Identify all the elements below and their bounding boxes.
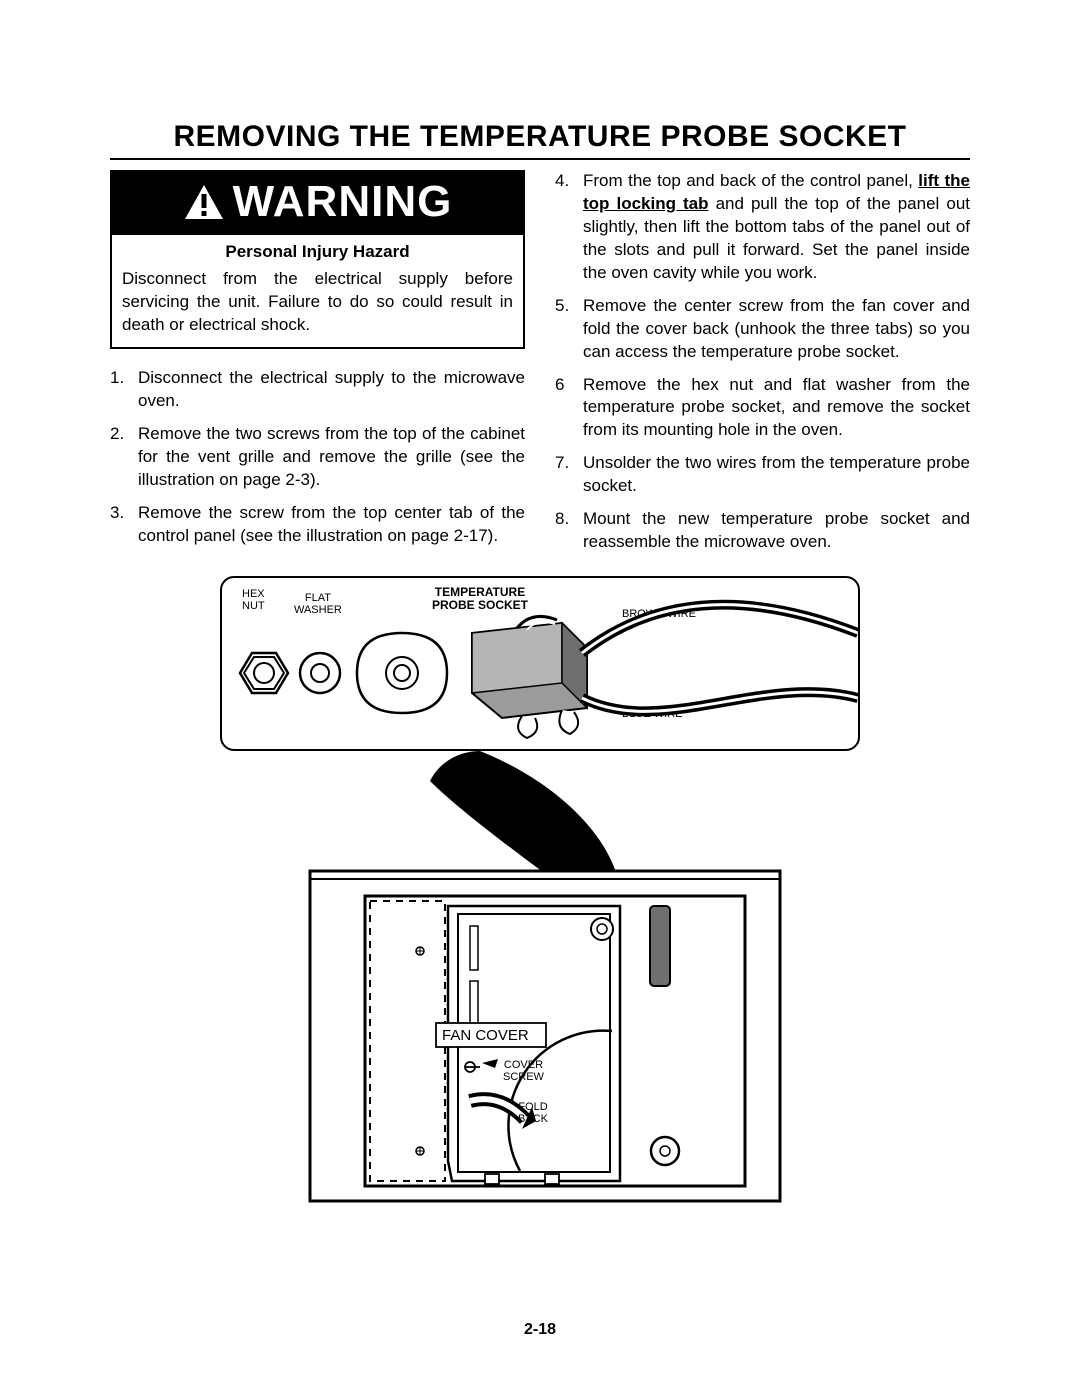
step-text: Remove the hex nut and flat washer from … [583,374,970,443]
step-text: Disconnect the electrical supply to the … [138,367,525,413]
step-number: 3. [110,502,138,548]
warning-body: Personal Injury Hazard Disconnect from t… [112,235,523,347]
two-column-layout: WARNING Personal Injury Hazard Disconnec… [110,170,970,564]
step-item: 3.Remove the screw from the top center t… [110,502,525,548]
step-text: From the top and back of the control pan… [583,170,970,285]
warning-callout: WARNING Personal Injury Hazard Disconnec… [110,170,525,349]
left-steps: 1.Disconnect the electrical supply to th… [110,367,525,548]
step-number: 6 [555,374,583,443]
step-item: 1.Disconnect the electrical supply to th… [110,367,525,413]
warning-text: Disconnect from the electrical supply be… [122,268,513,337]
page-number: 2-18 [0,1321,1080,1339]
right-steps: 4.From the top and back of the control p… [555,170,970,554]
detail-diagram-icon [222,578,858,749]
label-fold-back: FOLDBACK [518,1101,548,1125]
detail-callout: HEXNUT FLATWASHER TEMPERATUREPROBE SOCKE… [220,576,860,751]
step-item: 2.Remove the two screws from the top of … [110,423,525,492]
step-number: 2. [110,423,138,492]
step-text: Remove the center screw from the fan cov… [583,295,970,364]
step-item: 6Remove the hex nut and flat washer from… [555,374,970,443]
oven-diagram-icon [220,751,860,1231]
step-text: Mount the new temperature probe socket a… [583,508,970,554]
step-number: 4. [555,170,583,285]
step-item: 7.Unsolder the two wires from the temper… [555,452,970,498]
step-number: 5. [555,295,583,364]
label-fan-cover: FAN COVER [442,1028,529,1045]
label-cover-screw: COVERSCREW [503,1059,544,1083]
step-number: 1. [110,367,138,413]
left-column: WARNING Personal Injury Hazard Disconnec… [110,170,525,564]
page-title: REMOVING THE TEMPERATURE PROBE SOCKET [110,120,970,160]
step-item: 4.From the top and back of the control p… [555,170,970,285]
step-text: Remove the two screws from the top of th… [138,423,525,492]
warning-subhead: Personal Injury Hazard [122,241,513,264]
warning-header: WARNING [112,172,523,235]
step-item: 8.Mount the new temperature probe socket… [555,508,970,554]
step-number: 8. [555,508,583,554]
warning-triangle-icon [183,183,225,221]
step-number: 7. [555,452,583,498]
right-column: 4.From the top and back of the control p… [555,170,970,564]
warning-word: WARNING [233,172,453,231]
step-text: Remove the screw from the top center tab… [138,502,525,548]
step-text: Unsolder the two wires from the temperat… [583,452,970,498]
figure-area: HEXNUT FLATWASHER TEMPERATUREPROBE SOCKE… [110,576,970,1231]
step-item: 5.Remove the center screw from the fan c… [555,295,970,364]
